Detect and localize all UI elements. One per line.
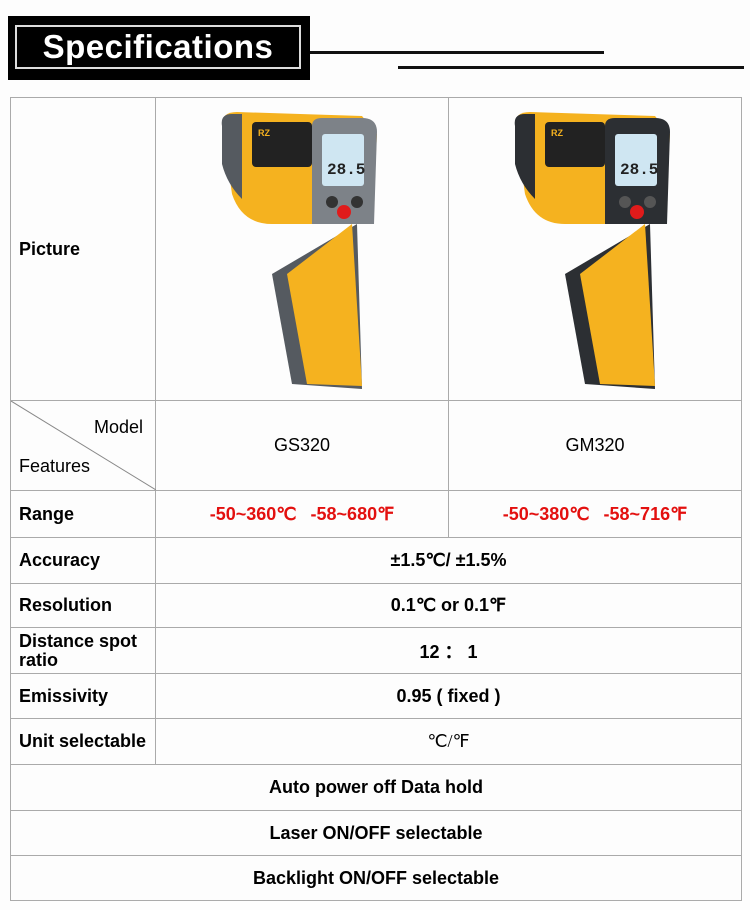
row-label-accuracy: Accuracy — [11, 538, 156, 584]
row-label-resolution: Resolution — [11, 584, 156, 628]
value-emissivity: 0.95 ( fixed ) — [156, 674, 742, 719]
value-accuracy: ±1.5℃/ ±1.5% — [156, 538, 742, 584]
thermometer-image: RZ 28.5 — [221, 112, 377, 389]
device-display: 28.5 — [327, 161, 365, 179]
svg-text:RZ: RZ — [551, 128, 563, 138]
value-unit-selectable: ℃/℉ — [156, 719, 742, 765]
model-features-header: Model Features — [11, 401, 156, 491]
features-label: Features — [19, 456, 91, 476]
spec-table: Picture RZ 28.5 — [10, 97, 742, 901]
picture-label-text: Picture — [19, 238, 81, 259]
range-fahrenheit: -58~716℉ — [603, 503, 688, 524]
thermometer-image: RZ 28.5 — [514, 112, 670, 389]
row-label-unit-selectable: Unit selectable — [11, 719, 156, 765]
feature-row: Laser ON/OFF selectable — [11, 811, 742, 856]
decor-line — [398, 66, 744, 69]
feature-row: Backlight ON/OFF selectable — [11, 856, 742, 901]
device-image-gm320: RZ 28.5 — [449, 98, 742, 401]
range-celsius: -50~380℃ — [502, 503, 590, 524]
device-image-gs320: RZ 28.5 — [156, 98, 449, 401]
model-gs320: GS320 — [156, 401, 449, 491]
range-fahrenheit: -58~680℉ — [310, 503, 395, 524]
row-label-emissivity: Emissivity — [11, 674, 156, 719]
value-resolution: 0.1℃ or 0.1℉ — [156, 584, 742, 628]
row-label-range: Range — [11, 491, 156, 538]
svg-text:RZ: RZ — [258, 128, 270, 138]
decor-line — [310, 51, 604, 54]
device-display: 28.5 — [620, 161, 658, 179]
page-title: Specifications — [15, 25, 301, 69]
model-gm320: GM320 — [449, 401, 742, 491]
value-distance-spot-ratio: 12 ： 1 — [156, 628, 742, 674]
model-label: Model — [93, 417, 143, 437]
range-gm320: -50~380℃ -58~716℉ — [449, 491, 742, 538]
picture-label: Picture — [11, 98, 156, 401]
range-celsius: -50~360℃ — [209, 503, 297, 524]
feature-row: Auto power off Data hold — [11, 765, 742, 811]
title-banner: Specifications — [8, 16, 310, 80]
range-gs320: -50~360℃ -58~680℉ — [156, 491, 449, 538]
diagonal-divider — [11, 401, 156, 491]
row-label-distance-spot-ratio: Distance spot ratio — [11, 628, 156, 674]
